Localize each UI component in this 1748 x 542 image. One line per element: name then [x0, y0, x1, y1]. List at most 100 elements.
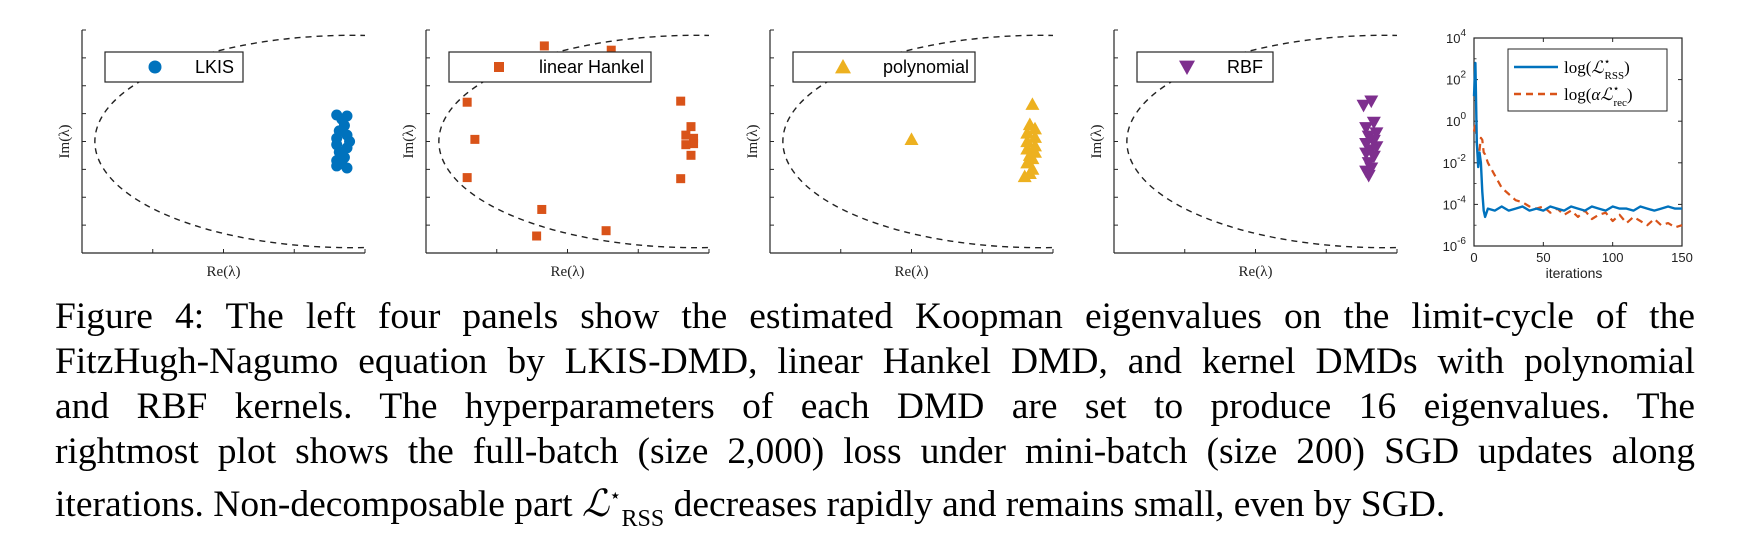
- eigenvalue-point: [689, 133, 699, 143]
- y-tick-base: 10: [1443, 156, 1457, 171]
- eigenvalue-point: [686, 122, 696, 132]
- x-tick-label: 100: [1602, 250, 1624, 265]
- eigenvalue-point: [331, 160, 343, 172]
- eigenvalue-point: [1359, 147, 1374, 161]
- eigenvalue-point: [462, 173, 472, 183]
- y-axis-label: Im(λ): [401, 125, 417, 159]
- x-axis-label: Re(λ): [1239, 264, 1273, 280]
- eigenvalue-point: [331, 109, 343, 121]
- y-tick-exponent: -6: [1457, 236, 1466, 247]
- eigenvalue-point: [1025, 97, 1040, 110]
- eigenvalue-point: [1017, 169, 1032, 183]
- caption-line-5: iterations. Non-decomposable part ℒ⋆RSS …: [55, 474, 1695, 542]
- eigenvalue-point: [1369, 127, 1384, 141]
- y-tick-exponent: 4: [1460, 28, 1466, 39]
- x-tick-label: 150: [1671, 250, 1693, 265]
- eigenvalue-panel-linear-hankel: linear Hankel Re(λ) Im(λ): [401, 29, 710, 280]
- legend-text-sub: RSS: [1605, 70, 1625, 82]
- eigenvalue-point: [1027, 130, 1042, 143]
- figure-4: LKIS Re(λ) Im(λ) linear Hankel Re(λ) Im(λ) p…: [57, 28, 1693, 281]
- y-tick-base: 10: [1443, 197, 1457, 212]
- eigenvalue-point: [1361, 169, 1376, 183]
- eigenvalue-point: [462, 97, 472, 107]
- y-axis-label: Im(λ): [1089, 125, 1105, 159]
- eigenvalue-point: [681, 140, 691, 150]
- y-tick-label: 10-6: [1443, 236, 1467, 254]
- x-tick-label: 50: [1536, 250, 1550, 265]
- y-tick-label: 10-2: [1443, 153, 1467, 171]
- eigenvalue-point: [601, 226, 611, 236]
- caption-symbol-L: ℒ: [581, 481, 609, 525]
- eigenvalue-point: [1027, 121, 1042, 135]
- figure-caption: Figure 4: The left four panels show the …: [55, 294, 1695, 542]
- y-tick-exponent: 2: [1460, 70, 1466, 81]
- legend-text-L: ℒ: [1591, 58, 1604, 77]
- eigenvalue-point: [676, 174, 686, 184]
- eigenvalue-point: [539, 41, 549, 51]
- y-tick-label: 102: [1446, 70, 1466, 88]
- eigenvalue-point: [1366, 116, 1381, 130]
- caption-line-4: rightmost plot shows the full-batch (siz…: [55, 431, 1695, 472]
- x-axis-label: Re(λ): [207, 264, 241, 280]
- eigenvalue-point: [904, 132, 919, 145]
- eigenvalue-panel-rbf: RBF Re(λ) Im(λ): [1089, 29, 1398, 280]
- y-tick-exponent: -2: [1457, 153, 1466, 164]
- eigenvalue-point: [341, 162, 353, 174]
- legend-text-star: ⋆: [1613, 83, 1620, 95]
- y-tick-exponent: -4: [1457, 194, 1466, 205]
- eigenvalue-point: [1366, 150, 1381, 164]
- y-tick-base: 10: [1446, 114, 1460, 129]
- eigenvalue-point: [532, 231, 542, 241]
- y-tick-label: 100: [1446, 111, 1466, 129]
- unit-circle: [94, 34, 365, 249]
- legend-text-alpha: α: [1591, 85, 1601, 104]
- legend-box: [104, 51, 244, 83]
- legend-box: [1136, 51, 1274, 83]
- legend-marker: [835, 59, 851, 74]
- eigenvalue-point: [1356, 99, 1371, 113]
- unit-circle: [438, 34, 709, 249]
- eigenvalue-point: [689, 139, 699, 149]
- legend-marker: [494, 62, 504, 72]
- caption-line-3: and RBF kernels. The hyperparameters of …: [55, 386, 1695, 427]
- eigenvalue-point: [1359, 122, 1374, 135]
- y-tick-label: 10-4: [1443, 194, 1467, 212]
- legend-text-L: ℒ: [1600, 85, 1613, 104]
- legend-text-close: ): [1627, 85, 1633, 104]
- unit-circle: [1126, 34, 1397, 249]
- legend-marker: [1179, 60, 1195, 75]
- y-tick-base: 10: [1446, 73, 1460, 88]
- y-tick-base: 10: [1446, 31, 1460, 46]
- legend-text-log: log(: [1564, 58, 1592, 77]
- y-tick-exponent: 0: [1460, 111, 1466, 122]
- legend-label-rss: log(ℒ⋆ RSS): [1564, 56, 1630, 82]
- eigenvalue-point: [681, 130, 691, 140]
- unit-circle: [782, 34, 1053, 249]
- legend-text-log: log(: [1564, 85, 1592, 104]
- y-axis-label: Im(λ): [57, 125, 73, 159]
- eigenvalue-point: [686, 150, 696, 160]
- eigenvalue-point: [676, 96, 686, 106]
- caption-line-1: Figure 4: The left four panels show the …: [55, 296, 1695, 337]
- caption-symbol-star: ⋆: [608, 485, 622, 507]
- legend-label: RBF: [1227, 57, 1263, 77]
- legend-label: LKIS: [195, 57, 234, 77]
- caption-last-pre: iterations. Non-decomposable part: [55, 484, 582, 525]
- x-axis-label: Re(λ): [895, 264, 929, 280]
- loss-legend-box: [1507, 48, 1668, 112]
- x-axis-label: Re(λ): [551, 264, 585, 280]
- eigenvalue-point: [1020, 134, 1035, 148]
- caption-symbol-rss: RSS: [621, 506, 665, 532]
- legend-text-sub: rec: [1613, 97, 1627, 109]
- legend-label: polynomial: [883, 57, 969, 77]
- y-axis-label: Im(λ): [745, 125, 761, 159]
- eigenvalue-point: [1364, 95, 1379, 109]
- eigenvalue-point: [1020, 126, 1035, 139]
- series-line-rec: [1472, 122, 1683, 229]
- eigenvalue-point: [1027, 138, 1042, 152]
- eigenvalue-panel-lkis: LKIS Re(λ) Im(λ): [57, 29, 366, 280]
- eigenvalue-point: [1359, 138, 1374, 151]
- eigenvalue-point: [1366, 134, 1381, 148]
- legend-label: linear Hankel: [539, 57, 644, 77]
